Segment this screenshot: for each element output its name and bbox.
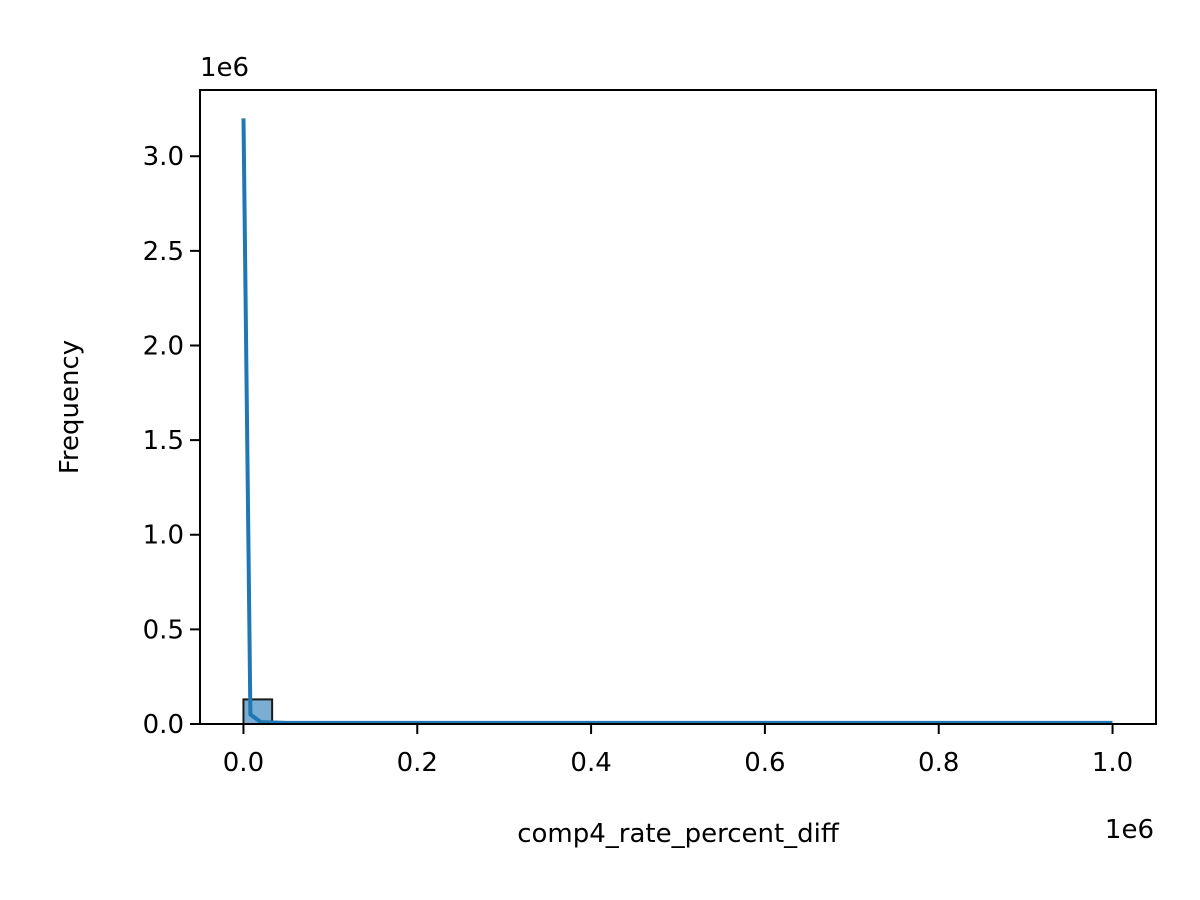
y-axis-offset-label: 1e6: [200, 53, 249, 83]
x-tick-label: 0.4: [570, 748, 611, 778]
y-tick-label: 0.5: [143, 615, 184, 645]
y-axis-label: Frequency: [55, 340, 85, 474]
y-tick-label: 1.0: [143, 521, 184, 551]
x-axis-offset-label: 1e6: [1105, 815, 1154, 845]
x-axis-ticks: 0.0 0.2 0.4 0.6 0.8 1.0: [223, 724, 1133, 778]
kde-line: [241, 118, 1113, 725]
y-tick-label: 2.5: [143, 237, 184, 267]
x-tick-label: 0.2: [397, 748, 438, 778]
y-tick-label: 1.5: [143, 426, 184, 456]
y-tick-label: 3.0: [143, 142, 184, 172]
plot-frame: [199, 89, 1157, 725]
y-tick-label: 0.0: [143, 710, 184, 740]
y-tick-label: 2.0: [143, 331, 184, 361]
x-tick-label: 1.0: [1092, 748, 1133, 778]
x-tick-label: 0.6: [744, 748, 785, 778]
x-axis-label: comp4_rate_percent_diff: [517, 819, 840, 849]
kde-line-layer: [241, 118, 1113, 725]
x-tick-label: 0.0: [223, 748, 264, 778]
x-tick-label: 0.8: [918, 748, 959, 778]
y-axis-ticks: 0.0 0.5 1.0 1.5 2.0 2.5 3.0: [143, 142, 200, 740]
